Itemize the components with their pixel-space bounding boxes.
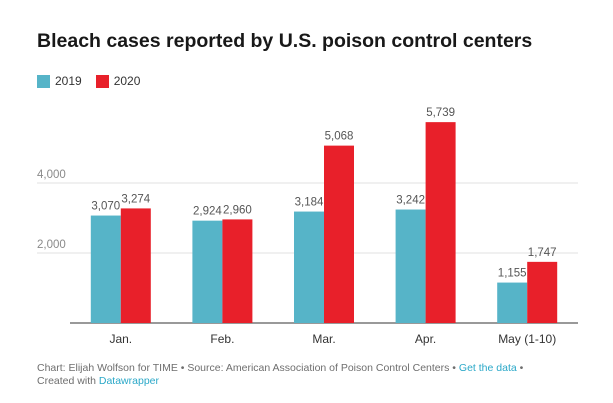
data-label-2020-4: 1,747	[528, 247, 557, 259]
x-tick-label-0: Jan.	[109, 332, 132, 346]
data-label-2020-3: 5,739	[426, 107, 455, 119]
footer-line-1: Chart: Elijah Wolfson for TIME • Source:…	[37, 362, 597, 375]
footer-credit: Chart: Elijah Wolfson for TIME • Source:…	[37, 362, 459, 374]
legend-swatch-2019	[37, 74, 50, 88]
y-tick-label-2000: 2,000	[37, 239, 66, 251]
legend-label-2019: 2019	[55, 74, 82, 88]
y-tick-label-4000: 4,000	[37, 169, 66, 181]
bar-2020-2	[324, 145, 354, 323]
legend-item-2020: 2020	[95, 74, 141, 88]
bar-2019-3	[395, 209, 426, 323]
data-label-2019-0: 3,070	[91, 201, 120, 213]
x-tick-label-4: May (1-10)	[498, 332, 556, 346]
x-tick-label-1: Feb.	[210, 332, 234, 346]
bar-2019-2	[294, 211, 324, 323]
legend-label-2020: 2020	[113, 74, 141, 88]
bar-2020-1	[222, 219, 253, 323]
data-label-2020-0: 3,274	[121, 193, 150, 205]
get-the-data-link[interactable]: Get the data	[458, 362, 517, 374]
bar-2019-4	[497, 282, 528, 323]
data-label-2020-1: 2,960	[223, 204, 252, 216]
bar-2019-0	[90, 215, 121, 323]
footer-created-with: Created with	[37, 375, 99, 387]
legend: 2019 2020	[37, 74, 154, 88]
data-label-2019-3: 3,242	[396, 195, 425, 207]
x-tick-label-3: Apr.	[415, 332, 436, 346]
bar-2020-4	[527, 261, 558, 323]
footer-line-2: Created with Datawrapper	[37, 375, 597, 388]
chart-footer: Chart: Elijah Wolfson for TIME • Source:…	[37, 362, 597, 388]
legend-item-2019: 2019	[37, 74, 82, 88]
x-tick-label-2: Mar.	[312, 332, 335, 346]
bar-2019-1	[192, 220, 223, 323]
legend-swatch-2020	[95, 74, 109, 88]
chart-title: Bleach cases reported by U.S. poison con…	[37, 30, 533, 52]
bar-2020-3	[425, 122, 456, 323]
datawrapper-link[interactable]: Datawrapper	[98, 375, 159, 387]
footer-separator: •	[516, 362, 524, 374]
data-label-2019-4: 1,155	[498, 268, 527, 280]
data-label-2020-2: 5,068	[325, 131, 354, 143]
data-label-2019-2: 3,184	[295, 197, 324, 209]
bar-2020-0	[120, 208, 151, 323]
data-label-2019-1: 2,924	[193, 206, 222, 218]
